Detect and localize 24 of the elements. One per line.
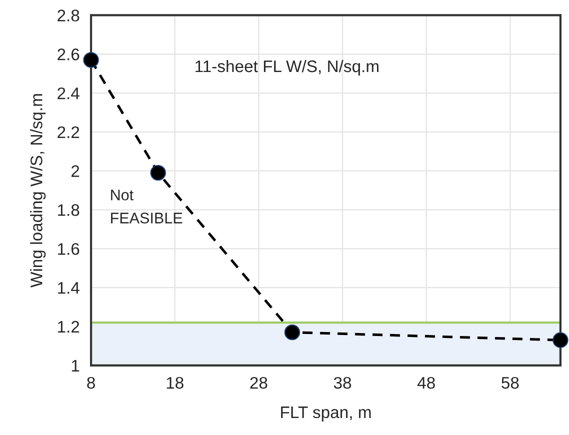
point — [83, 52, 99, 68]
y-tick-label: 1 — [72, 360, 80, 372]
x-tick-label: 18 — [166, 376, 184, 389]
x-tick-label: 38 — [334, 376, 352, 389]
y-tick-label: 1.2 — [58, 320, 80, 333]
y-tick-label: 2.4 — [58, 87, 80, 100]
y-tick-label: 2.8 — [58, 10, 80, 22]
point — [150, 164, 166, 181]
y-tick-label: 1.8 — [58, 204, 80, 216]
x-tick-label: 28 — [250, 376, 268, 389]
x-tick-label: 48 — [417, 376, 435, 389]
y-tick-label: 2.6 — [58, 48, 80, 60]
point — [284, 324, 300, 340]
annotation: Not FEASIBLE — [111, 190, 182, 224]
y-tick-label: 1.4 — [58, 282, 80, 294]
x-tick-label: 58 — [502, 376, 519, 389]
point — [552, 332, 568, 348]
y-tick-label: 2 — [72, 165, 80, 177]
y-axis-title: Wing loading W/S, N/sq.m — [30, 94, 46, 288]
annotation: 11-sheet FL W/S, N/sq.m — [196, 60, 378, 76]
x-tick-label: 8 — [87, 376, 95, 389]
y-tick-label: 1.6 — [58, 243, 80, 255]
x-axis-title: FLT span, m — [281, 406, 371, 422]
y-tick-label: 2.2 — [58, 126, 80, 138]
